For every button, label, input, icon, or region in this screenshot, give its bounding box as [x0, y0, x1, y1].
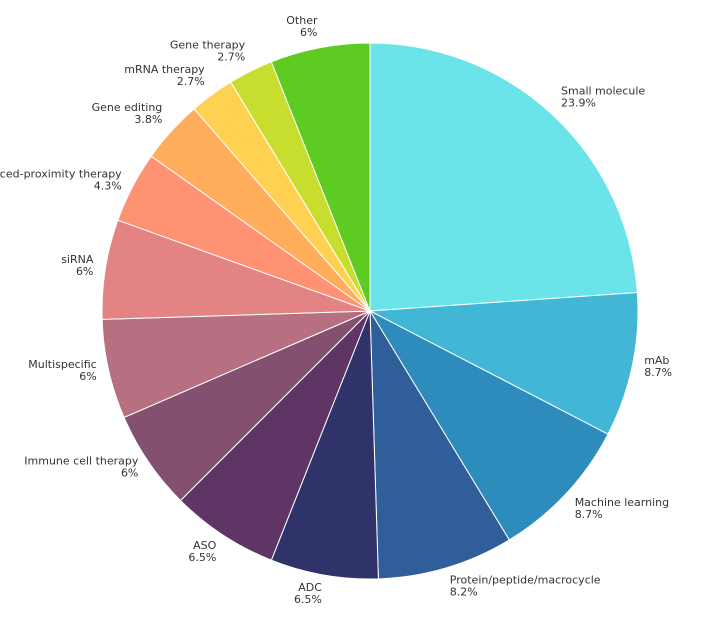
slice-value-gene-therapy: 2.7% — [217, 50, 245, 63]
slice-value-aso: 6.5% — [188, 551, 216, 564]
slice-value-machine-learning: 8.7% — [575, 508, 603, 521]
pie-slice-aso — [179, 310, 371, 561]
slice-value-sirna: 6% — [76, 265, 93, 278]
slice-label-adc: ADC — [298, 581, 322, 594]
slice-value-induced-proximity-therapy: 4.3% — [94, 180, 122, 193]
pie-slices — [101, 42, 639, 580]
slice-label-machine-learning: Machine learning — [575, 496, 669, 509]
pie-slice-small-molecule — [369, 42, 638, 312]
slice-value-protein-peptide-macrocycle: 8.2% — [450, 585, 478, 598]
slice-label-gene-therapy: Gene therapy — [170, 38, 246, 51]
pie-slice-protein-peptide-macrocycle — [369, 309, 510, 580]
pie-slice-other — [270, 42, 371, 312]
slice-label-mrna-therapy: mRNA therapy — [124, 63, 205, 76]
slice-value-gene-editing: 3.8% — [134, 113, 162, 126]
slice-label-immune-cell-therapy: Immune cell therapy — [24, 454, 139, 467]
slice-label-sirna: siRNA — [61, 253, 94, 266]
slice-label-multispecific: Multispecific — [28, 358, 96, 371]
slice-value-other: 6% — [300, 26, 317, 39]
slice-label-other: Other — [286, 14, 318, 27]
slice-label-small-molecule: Small molecule — [561, 84, 645, 97]
slice-value-immune-cell-therapy: 6% — [121, 466, 138, 479]
pie-slice-adc — [270, 310, 379, 580]
slice-label-gene-editing: Gene editing — [92, 101, 163, 114]
slice-value-adc: 6.5% — [294, 593, 322, 606]
slice-value-mrna-therapy: 2.7% — [177, 75, 205, 88]
slice-label-aso: ASO — [193, 539, 217, 552]
slice-value-mab: 8.7% — [644, 366, 672, 379]
pie-slice-machine-learning — [368, 309, 609, 541]
slice-label-induced-proximity-therapy: Induced-proximity therapy — [0, 168, 122, 181]
slice-value-small-molecule: 23.9% — [561, 96, 596, 109]
pie-slice-mab — [368, 291, 639, 435]
slice-value-multispecific: 6% — [79, 370, 96, 383]
slice-label-protein-peptide-macrocycle: Protein/peptide/macrocycle — [450, 573, 601, 586]
slice-label-mab: mAb — [644, 354, 669, 367]
